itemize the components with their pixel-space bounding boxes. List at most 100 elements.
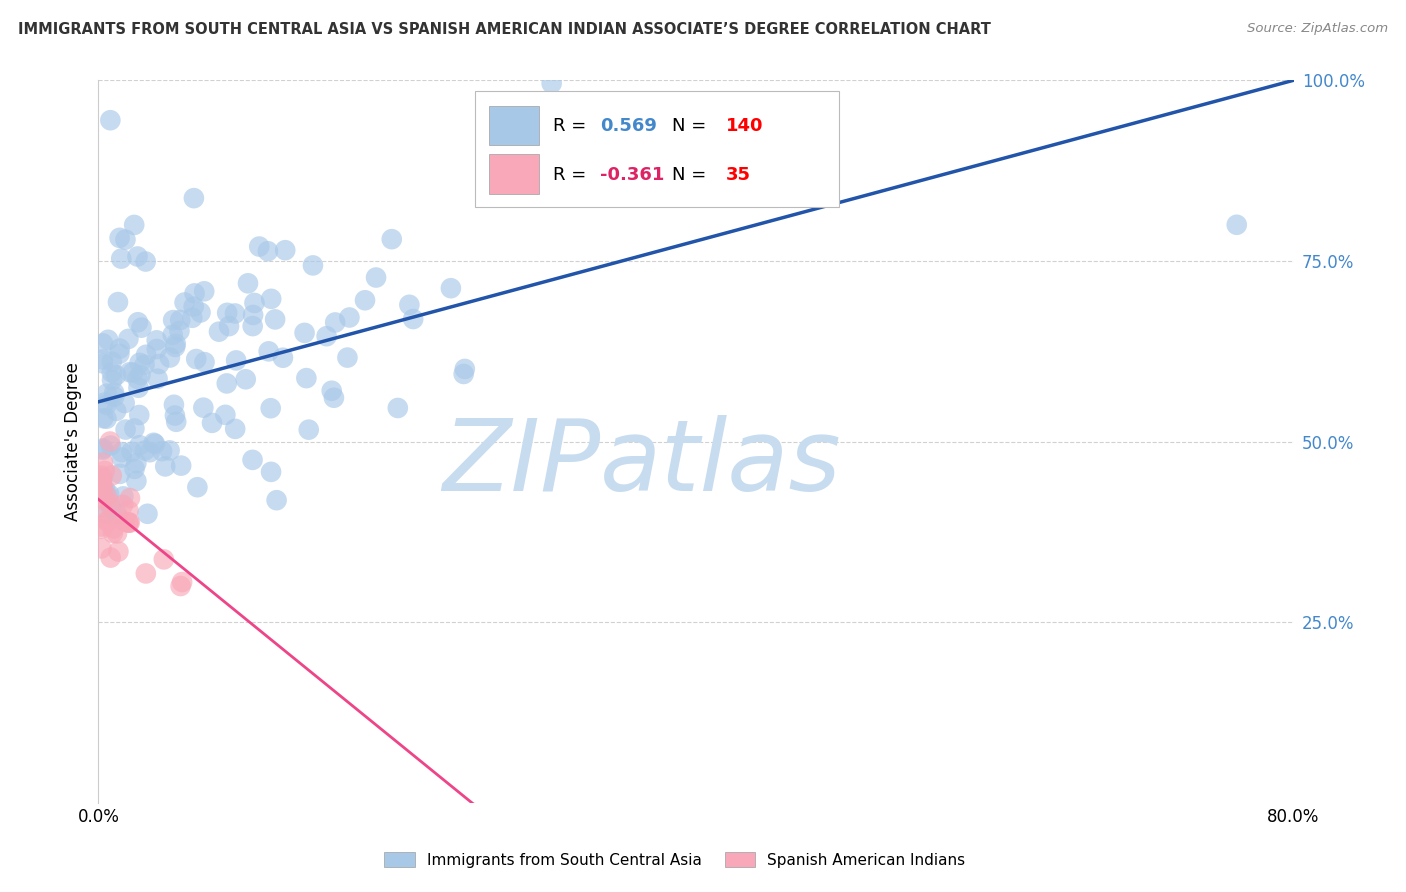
Point (271, 351, 294, 365)
Point (124, 421, 146, 435)
Point (146, 372, 169, 386)
Point (122, 218, 145, 232)
Bar (489, 105, 540, 145)
Point (117, 516, 139, 530)
Point (190, 305, 212, 319)
Point (128, 356, 150, 370)
Point (114, 233, 136, 247)
Point (91, 411, 114, 425)
Point (96, 398, 118, 412)
Point (96, 515, 118, 529)
Point (236, 277, 259, 291)
Point (150, 444, 173, 458)
Point (165, 336, 187, 351)
Point (214, 408, 236, 422)
Point (105, 507, 128, 521)
Text: R =: R = (553, 166, 592, 184)
Point (128, 438, 150, 452)
Point (242, 308, 264, 322)
Point (118, 365, 141, 379)
Point (224, 422, 246, 436)
Point (96, 386, 118, 401)
Point (94, 464, 117, 478)
Point (100, 496, 122, 510)
Point (114, 396, 136, 410)
Point (94, 483, 117, 497)
Point (107, 295, 129, 310)
Text: 0.569: 0.569 (600, 117, 657, 135)
Point (96, 411, 118, 425)
Point (217, 306, 239, 320)
Point (295, 371, 318, 385)
Point (112, 498, 135, 512)
Point (266, 493, 288, 508)
Point (118, 516, 141, 530)
Point (93, 493, 115, 508)
Point (131, 320, 153, 334)
Point (135, 348, 157, 362)
Point (323, 316, 346, 330)
Text: -0.361: -0.361 (600, 166, 665, 184)
Point (96, 489, 118, 503)
Text: atlas: atlas (600, 415, 842, 512)
Point (129, 368, 152, 382)
Point (91, 352, 114, 367)
Point (169, 324, 191, 338)
Point (91, 480, 114, 494)
Point (153, 552, 176, 566)
Point (323, 391, 346, 405)
Point (260, 465, 283, 479)
Text: 140: 140 (725, 117, 763, 135)
Point (107, 544, 129, 558)
Point (165, 340, 187, 354)
Point (453, 367, 475, 381)
Point (108, 342, 131, 356)
Point (91, 356, 114, 370)
Point (91, 500, 114, 515)
Point (100, 550, 122, 565)
Point (143, 437, 166, 451)
Point (315, 329, 337, 343)
Point (100, 439, 122, 453)
Point (224, 306, 246, 320)
Point (381, 232, 404, 246)
Point (105, 368, 128, 383)
Text: 35: 35 (725, 166, 751, 184)
Point (225, 353, 247, 368)
Point (103, 390, 125, 404)
Point (242, 319, 264, 334)
Point (294, 326, 316, 340)
Point (125, 456, 148, 470)
Point (127, 372, 149, 386)
Point (260, 401, 283, 416)
Point (90, 473, 112, 487)
Point (247, 239, 270, 253)
Point (108, 347, 131, 361)
Point (110, 450, 132, 465)
Point (112, 489, 135, 503)
Point (90, 473, 112, 487)
Point (162, 313, 184, 327)
Point (100, 500, 122, 515)
Point (163, 409, 186, 423)
Point (336, 351, 359, 365)
Point (114, 423, 136, 437)
Point (142, 435, 165, 450)
Point (172, 575, 194, 590)
Point (98, 113, 121, 128)
Point (98, 434, 121, 449)
Point (100, 468, 122, 483)
Point (90, 519, 112, 533)
Point (117, 503, 139, 517)
Point (440, 281, 463, 295)
Point (193, 355, 215, 369)
Point (165, 415, 187, 429)
Point (215, 376, 238, 391)
Point (454, 362, 477, 376)
Point (105, 526, 128, 541)
Point (90, 468, 112, 483)
Point (125, 474, 148, 488)
Point (101, 373, 124, 387)
Point (193, 285, 215, 299)
Point (302, 259, 325, 273)
